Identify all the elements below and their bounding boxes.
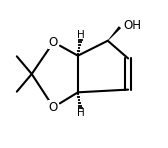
Polygon shape [108, 26, 121, 41]
Text: H: H [77, 108, 85, 118]
Text: O: O [49, 36, 58, 49]
Text: O: O [49, 101, 58, 114]
Text: OH: OH [123, 19, 141, 32]
Text: H: H [77, 30, 85, 40]
